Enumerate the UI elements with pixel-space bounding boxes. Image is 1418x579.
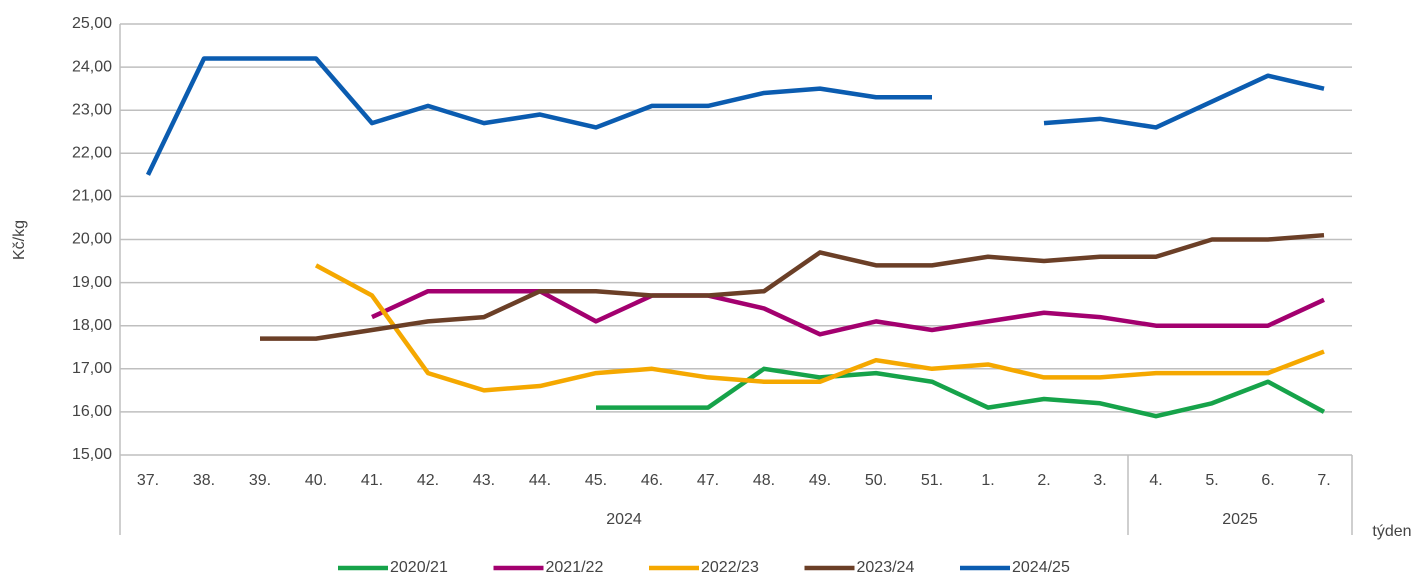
x-tick-label: 42. <box>417 472 439 489</box>
x-tick-label: 6. <box>1261 472 1274 489</box>
y-tick-label: 16,00 <box>72 403 112 420</box>
y-tick-label: 21,00 <box>72 188 112 205</box>
series-line <box>1043 73 1325 130</box>
y-tick-label: 17,00 <box>72 360 112 377</box>
y-tick-label: 20,00 <box>72 231 112 248</box>
x-tick-label: 45. <box>585 472 607 489</box>
x-tick-label: 4. <box>1149 472 1162 489</box>
x-tick-label: 40. <box>305 472 327 489</box>
legend-label: 2024/25 <box>1012 559 1070 576</box>
series-line <box>371 288 1325 337</box>
series-line <box>145 56 932 176</box>
x-tick-label: 51. <box>921 472 943 489</box>
y-tick-label: 19,00 <box>72 274 112 291</box>
x-tick-label: 2. <box>1037 472 1050 489</box>
x-tick-label: 44. <box>529 472 551 489</box>
y-tick-label: 24,00 <box>72 58 112 75</box>
series-line <box>596 366 1326 419</box>
legend-label: 2022/23 <box>701 559 759 576</box>
legend-label: 2021/22 <box>546 559 604 576</box>
y-tick-label: 22,00 <box>72 145 112 162</box>
group-label: 2025 <box>1222 511 1258 528</box>
series-line <box>260 232 1325 341</box>
x-tick-label: 37. <box>137 472 159 489</box>
x-tick-label: 38. <box>193 472 215 489</box>
x-tick-label: 39. <box>249 472 271 489</box>
x-tick-label: 3. <box>1093 472 1106 489</box>
x-axis-label: týden <box>1372 523 1411 540</box>
x-tick-label: 46. <box>641 472 663 489</box>
x-tick-label: 48. <box>753 472 775 489</box>
x-tick-label: 1. <box>981 472 994 489</box>
y-axis-label: Kč/kg <box>11 220 28 260</box>
x-tick-label: 50. <box>865 472 887 489</box>
group-label: 2024 <box>606 511 642 528</box>
x-tick-label: 41. <box>361 472 383 489</box>
y-tick-label: 15,00 <box>72 446 112 463</box>
y-tick-label: 25,00 <box>72 15 112 32</box>
x-tick-label: 49. <box>809 472 831 489</box>
y-tick-label: 18,00 <box>72 317 112 334</box>
x-tick-label: 7. <box>1317 472 1330 489</box>
x-tick-label: 5. <box>1205 472 1218 489</box>
y-tick-label: 23,00 <box>72 101 112 118</box>
legend-label: 2020/21 <box>390 559 448 576</box>
x-tick-label: 43. <box>473 472 495 489</box>
series-line <box>314 263 1325 393</box>
x-tick-label: 47. <box>697 472 719 489</box>
legend-label: 2023/24 <box>857 559 915 576</box>
